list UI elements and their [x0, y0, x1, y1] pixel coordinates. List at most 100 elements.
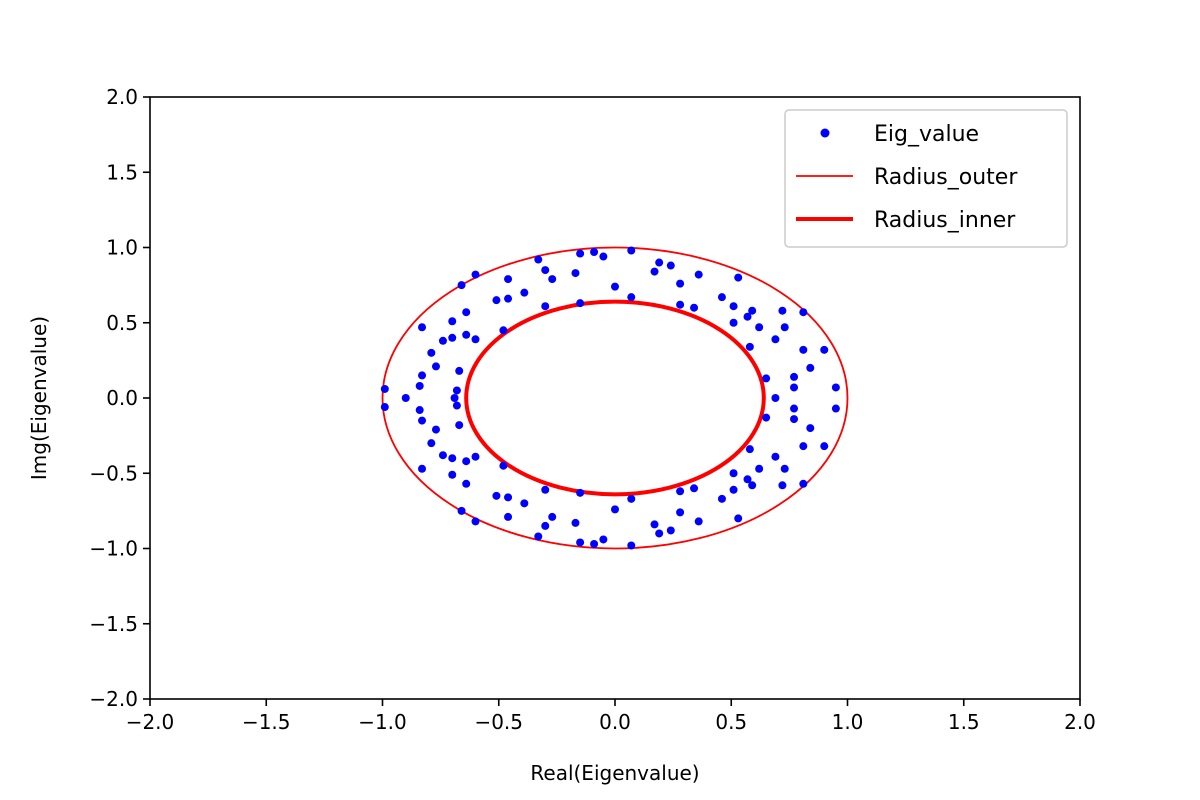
- eig-value-point: [611, 282, 619, 291]
- eig-value-point: [799, 308, 808, 317]
- x-tick-label: −1.0: [358, 710, 407, 734]
- eig-value-point: [520, 288, 529, 297]
- eig-value-point: [627, 246, 636, 255]
- eig-value-point: [771, 394, 780, 402]
- eig-value-point: [457, 281, 466, 290]
- eig-value-point: [650, 267, 659, 276]
- eig-value-point: [790, 404, 799, 413]
- eig-value-point: [666, 526, 675, 535]
- legend-label: Radius_inner: [874, 208, 1016, 233]
- x-tick-label: −0.5: [474, 710, 523, 734]
- eig-value-point: [627, 494, 636, 503]
- x-tick-label: 1.0: [832, 710, 864, 734]
- eig-value-point: [717, 293, 726, 302]
- eig-value-point: [471, 270, 480, 279]
- eig-value-point: [380, 384, 389, 393]
- series-layer: [380, 246, 849, 550]
- eig-value-point: [448, 470, 457, 479]
- eig-value-point: [492, 491, 501, 500]
- y-tick-label: 2.0: [106, 85, 138, 109]
- eig-value-point: [729, 469, 738, 478]
- legend-marker-eig-value: [820, 128, 830, 138]
- eig-value-point: [806, 363, 815, 372]
- eig-value-point: [655, 529, 664, 538]
- eig-value-point: [548, 275, 557, 284]
- eig-value-point: [820, 442, 829, 451]
- eig-value-point: [471, 517, 480, 526]
- eig-value-point: [743, 312, 752, 321]
- eig-value-point: [745, 342, 754, 351]
- eig-value-point: [504, 294, 513, 303]
- legend: Eig_value Radius_outer Radius_inner: [784, 109, 1068, 248]
- outer-radius-circle: [381, 246, 849, 550]
- eig-value-point: [448, 454, 457, 463]
- eig-value-point: [471, 452, 480, 461]
- eig-value-point: [831, 383, 840, 392]
- eig-value-point: [499, 326, 508, 335]
- eig-value-point: [418, 416, 427, 425]
- eig-value-point: [431, 362, 440, 371]
- eig-value-point: [427, 348, 436, 357]
- y-tick-label: −1.0: [89, 537, 138, 561]
- eig-value-point: [676, 487, 685, 496]
- eig-value-point: [778, 481, 787, 490]
- eig-value-point: [576, 249, 585, 258]
- eig-value-point: [541, 302, 550, 311]
- eig-value-point: [499, 461, 508, 470]
- y-tick-label: 0.5: [106, 311, 138, 335]
- eig-value-point: [438, 451, 447, 460]
- eig-value-point: [571, 269, 580, 278]
- eig-value-point: [694, 270, 703, 279]
- eig-value-point: [462, 330, 471, 339]
- x-tick-label: −2.0: [126, 710, 175, 734]
- x-tick-label: 0.0: [599, 710, 631, 734]
- eig-value-point: [504, 493, 513, 502]
- x-axis-label: Real(Eigenvalue): [530, 761, 699, 785]
- eig-value-point: [471, 335, 480, 344]
- eig-value-point: [771, 452, 780, 461]
- eig-value-point: [627, 293, 636, 302]
- eig-value-point: [729, 318, 738, 327]
- eig-value-point: [755, 323, 764, 332]
- eig-value-point: [690, 303, 699, 312]
- eig-value-point: [717, 494, 726, 503]
- eig-value-point: [780, 464, 789, 473]
- eig-value-point: [455, 366, 464, 375]
- legend-label: Radius_outer: [874, 165, 1018, 190]
- y-tick-label: −0.5: [89, 461, 138, 485]
- y-tick-label: 1.5: [106, 160, 138, 184]
- tick-layer: −2.0 −1.5 −1.0 −0.5 0.0 0.5 1.0 1.5 2.0 2.0 1.5 1.0…: [89, 85, 1095, 734]
- eig-value-point: [534, 255, 543, 264]
- eig-value-point: [452, 401, 461, 410]
- eig-value-point: [576, 488, 585, 497]
- x-tick-label: 0.5: [715, 710, 747, 734]
- eig-value-point: [734, 273, 743, 282]
- eig-value-point: [576, 299, 585, 308]
- eig-value-point: [650, 520, 659, 529]
- eig-value-point: [599, 535, 608, 544]
- legend-box: [784, 109, 1068, 248]
- eig-value-point: [418, 464, 427, 473]
- legend-label: Eig_value: [874, 122, 979, 147]
- eig-value-point: [548, 512, 557, 521]
- eig-value-point: [541, 485, 550, 494]
- eig-value-point: [729, 485, 738, 494]
- eig-value-point: [462, 457, 471, 466]
- eig-value-point: [504, 512, 513, 521]
- eig-value-point: [676, 300, 685, 309]
- x-tick-label: 1.5: [948, 710, 980, 734]
- eig-value-point: [427, 439, 436, 448]
- eig-value-point: [462, 479, 471, 488]
- x-tick-label: 2.0: [1064, 710, 1096, 734]
- y-tick-label: −1.5: [89, 612, 138, 636]
- inner-radius-circle: [464, 299, 766, 497]
- eig-value-point: [448, 333, 457, 342]
- eig-value-point: [666, 261, 675, 270]
- y-tick-label: −2.0: [89, 687, 138, 711]
- eig-value-point: [831, 404, 840, 413]
- eig-value-point: [418, 371, 427, 380]
- eig-value-point: [790, 415, 799, 424]
- y-tick-label: 1.0: [106, 236, 138, 260]
- eig-value-point: [534, 532, 543, 541]
- eig-value-point: [748, 481, 757, 490]
